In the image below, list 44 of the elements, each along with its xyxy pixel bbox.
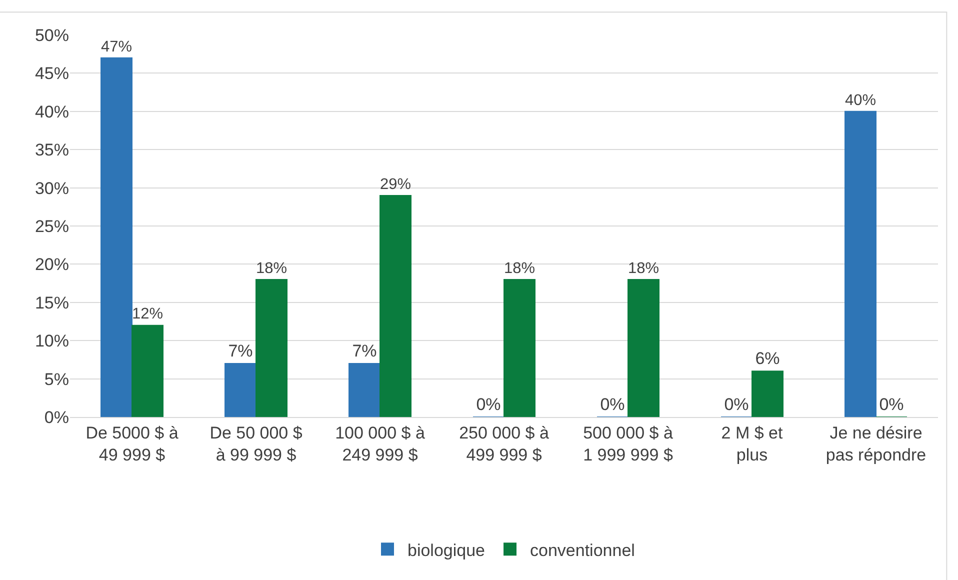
y-tick-label: 25%: [34, 216, 69, 236]
data-label: 7%: [228, 342, 253, 361]
bar: [380, 194, 412, 417]
legend-label: conventionnel: [530, 540, 635, 560]
data-label: 47%: [101, 38, 132, 56]
legend-label: biologique: [408, 540, 486, 560]
data-label: 40%: [845, 92, 876, 109]
y-tick-label: 45%: [34, 64, 69, 84]
x-tick-label: 2 M $ et plus: [721, 423, 783, 464]
x-tick-label: De 50 000 $ à 99 999 $: [210, 423, 303, 464]
y-tick-label: 15%: [34, 293, 69, 312]
y-tick-label: 0%: [44, 408, 69, 427]
data-label: 18%: [256, 260, 288, 277]
data-label: 18%: [628, 260, 660, 277]
x-tick-label: Je ne désire pas répondre: [826, 423, 926, 464]
bar: [628, 278, 660, 417]
y-tick-label: 20%: [34, 255, 69, 274]
data-label: 29%: [380, 176, 412, 193]
bar: [752, 370, 784, 417]
y-tick-label: 40%: [34, 102, 69, 122]
y-tick-label: 10%: [34, 332, 69, 351]
data-label: 0%: [476, 395, 501, 414]
bar: [844, 110, 876, 417]
data-label: 7%: [352, 342, 377, 361]
data-label: 0%: [724, 395, 749, 414]
data-label: 0%: [600, 395, 625, 414]
y-tick-label: 5%: [44, 370, 69, 389]
bar: [132, 324, 164, 417]
bar: [100, 57, 132, 417]
y-tick-label: 30%: [34, 178, 69, 198]
x-tick-label: 500 000 $ à 1 999 999 $: [583, 423, 674, 464]
y-tick-label: 35%: [34, 140, 69, 160]
bar: [256, 278, 288, 417]
y-tick-label: 50%: [34, 26, 69, 45]
x-tick-label: 250 000 $ à 499 999 $: [459, 423, 550, 464]
bar: [224, 363, 256, 417]
x-tick-label: De 5000 $ à 49 999 $: [86, 423, 179, 464]
x-tick-label: 100 000 $ à 249 999 $: [335, 423, 426, 464]
bar: [348, 363, 380, 417]
data-label: 0%: [879, 395, 904, 414]
bar: [504, 278, 536, 417]
data-label: 12%: [132, 306, 164, 323]
data-label: 6%: [755, 349, 780, 368]
data-label: 18%: [504, 260, 536, 277]
